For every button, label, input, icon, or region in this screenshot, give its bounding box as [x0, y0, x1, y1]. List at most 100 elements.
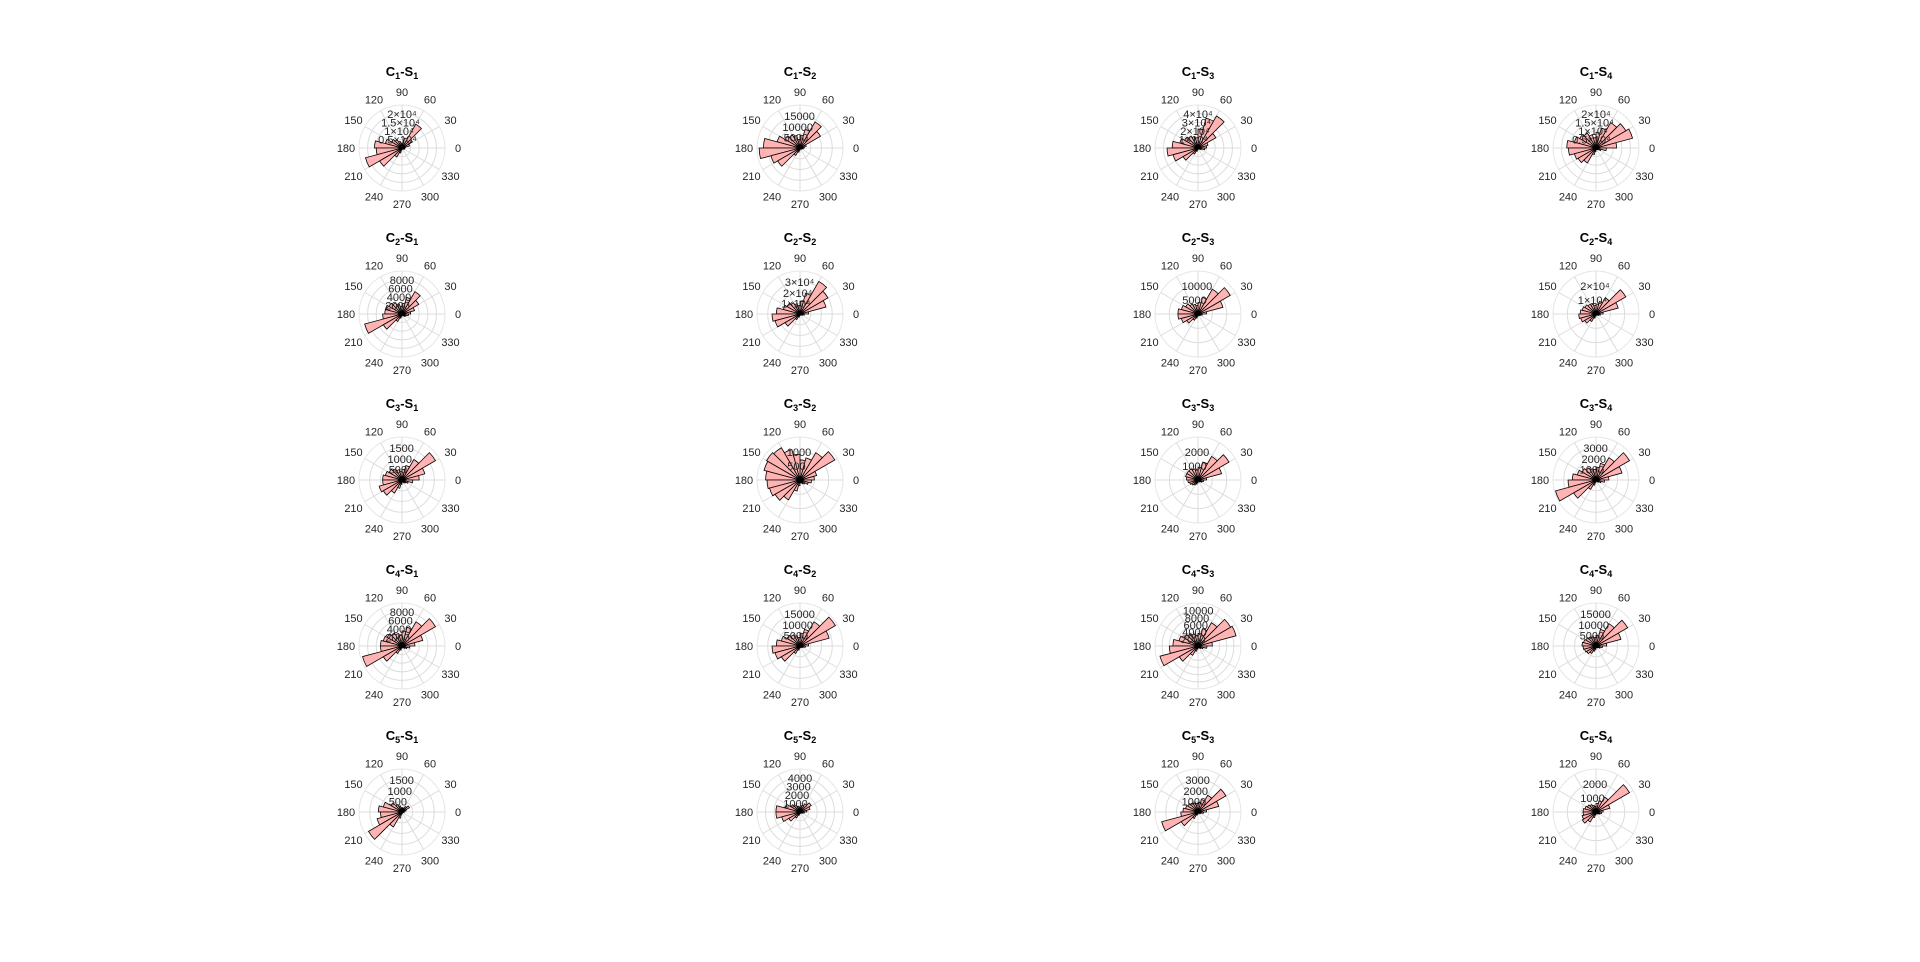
title-subscript: 3 — [1209, 237, 1214, 247]
title-text: C — [1580, 64, 1590, 79]
rose-bar — [401, 811, 405, 814]
angle-tick-label: 240 — [1161, 524, 1179, 536]
rose-bar — [1595, 128, 1634, 149]
angle-tick-label: 120 — [1559, 261, 1577, 273]
angle-tick-label: 150 — [742, 613, 760, 625]
angular-grid-line — [401, 313, 424, 352]
radial-tick-label: 6000 — [388, 284, 412, 296]
angle-tick-label: 30 — [842, 447, 854, 459]
title-subscript: 4 — [793, 569, 798, 579]
angle-tick-label: 150 — [1140, 447, 1158, 459]
rose-bar — [389, 811, 403, 828]
radial-tick-label: 5000 — [784, 630, 808, 642]
rose-bar — [1595, 796, 1609, 813]
radial-tick-label: 2000 — [1181, 634, 1205, 646]
rose-bar — [1595, 479, 1606, 483]
rose-bar — [799, 121, 822, 149]
angle-tick-label: 330 — [441, 503, 459, 515]
angular-grid-line — [799, 313, 822, 352]
rose-bar — [1583, 147, 1597, 164]
title-text: C — [386, 396, 396, 411]
angle-tick-label: 330 — [1635, 835, 1653, 847]
angle-tick-label: 0 — [1251, 641, 1257, 653]
angle-tick-label: 60 — [1618, 759, 1630, 771]
angle-tick-label: 120 — [1559, 593, 1577, 605]
rose-bar — [1595, 122, 1618, 149]
chart-title: C4-S3 — [1182, 562, 1214, 579]
chart-title: C5-S1 — [386, 728, 418, 745]
title-text: -S — [1196, 728, 1209, 743]
radial-tick-label: 4000 — [788, 773, 812, 785]
rose-bar — [1197, 302, 1202, 315]
angle-tick-label: 90 — [794, 751, 806, 763]
radial-tick-label: 5000 — [1182, 295, 1206, 307]
radial-tick-label: 2000 — [1583, 779, 1607, 791]
rose-bar — [1197, 811, 1204, 814]
angle-tick-label: 270 — [1189, 863, 1207, 875]
angle-tick-label: 270 — [791, 697, 809, 709]
angle-tick-label: 180 — [1133, 807, 1151, 819]
angle-tick-label: 270 — [791, 863, 809, 875]
angle-tick-label: 120 — [1559, 427, 1577, 439]
angle-tick-label: 60 — [424, 95, 436, 107]
title-text: -S — [1594, 64, 1607, 79]
angle-tick-label: 180 — [337, 143, 355, 155]
rose-bar — [1197, 115, 1225, 149]
angle-tick-label: 150 — [742, 447, 760, 459]
rose-bar — [401, 464, 411, 481]
rose-bar — [1197, 466, 1202, 481]
rose-bar — [1197, 801, 1201, 813]
rose-bar — [401, 296, 412, 315]
angle-tick-label: 210 — [1140, 669, 1158, 681]
rose-bar — [799, 292, 812, 315]
angle-tick-label: 240 — [1559, 690, 1577, 702]
radial-tick-label: 500 — [787, 461, 805, 473]
angle-tick-label: 30 — [1638, 281, 1650, 293]
angle-tick-label: 30 — [842, 281, 854, 293]
angle-tick-label: 270 — [393, 365, 411, 377]
rose-bar — [1581, 811, 1597, 824]
rose-bar — [799, 632, 804, 647]
chart-title: C2-S1 — [386, 230, 418, 247]
rose-bar — [1197, 287, 1231, 315]
angular-grid-line — [1197, 479, 1236, 502]
angle-tick-label: 240 — [365, 524, 383, 536]
title-subscript: 4 — [1607, 71, 1612, 81]
angular-grid-line — [778, 313, 801, 352]
radial-tick-label: 1×10⁴ — [781, 298, 811, 310]
angular-grid-line — [1595, 811, 1634, 834]
radial-tick-label: 1×10⁴ — [1578, 295, 1608, 307]
rose-bar — [1197, 633, 1202, 647]
angle-tick-label: 30 — [444, 613, 456, 625]
angular-grid-line — [1595, 479, 1618, 518]
angle-tick-label: 300 — [1615, 690, 1633, 702]
rose-bar — [364, 147, 403, 168]
angle-tick-label: 300 — [819, 856, 837, 868]
rose-chart-c3-s3: C3-S310002000030609012015018021024027030… — [1133, 396, 1257, 543]
radial-tick-label: 15000 — [784, 609, 815, 621]
angular-grid-line — [1197, 479, 1220, 518]
title-text: C — [386, 728, 396, 743]
chart-title: C2-S4 — [1580, 230, 1612, 247]
angular-grid-line — [799, 147, 838, 170]
rose-bar — [1587, 479, 1597, 490]
angle-tick-label: 90 — [794, 419, 806, 431]
chart-title: C1-S1 — [386, 64, 418, 81]
angle-tick-label: 300 — [421, 358, 439, 370]
angle-tick-label: 30 — [444, 281, 456, 293]
angular-grid-line — [401, 774, 424, 813]
rose-bar — [1595, 297, 1610, 315]
angle-tick-label: 240 — [763, 856, 781, 868]
angle-tick-label: 180 — [1531, 309, 1549, 321]
rose-bar — [1595, 313, 1601, 316]
angular-grid-line — [1197, 313, 1236, 336]
angle-tick-label: 0 — [1251, 143, 1257, 155]
title-text: C — [1580, 562, 1590, 577]
angle-tick-label: 240 — [365, 192, 383, 204]
angle-tick-label: 330 — [839, 669, 857, 681]
angle-tick-label: 330 — [1237, 171, 1255, 183]
angle-tick-label: 0 — [455, 309, 461, 321]
rose-bar — [784, 313, 801, 327]
